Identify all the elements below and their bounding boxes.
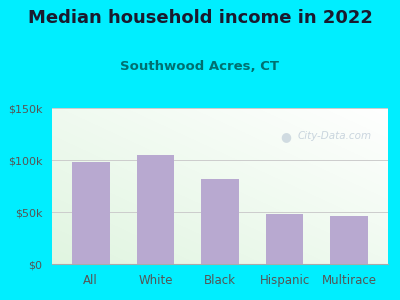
Bar (137, 155, 174, 264)
Text: Southwood Acres, CT: Southwood Acres, CT (120, 60, 280, 73)
Text: ●: ● (280, 130, 291, 142)
Text: Median household income in 2022: Median household income in 2022 (28, 9, 372, 27)
Bar (72, 162, 110, 264)
Bar (201, 179, 239, 264)
Bar (266, 214, 303, 264)
Bar (330, 216, 368, 264)
Text: City-Data.com: City-Data.com (297, 131, 372, 141)
